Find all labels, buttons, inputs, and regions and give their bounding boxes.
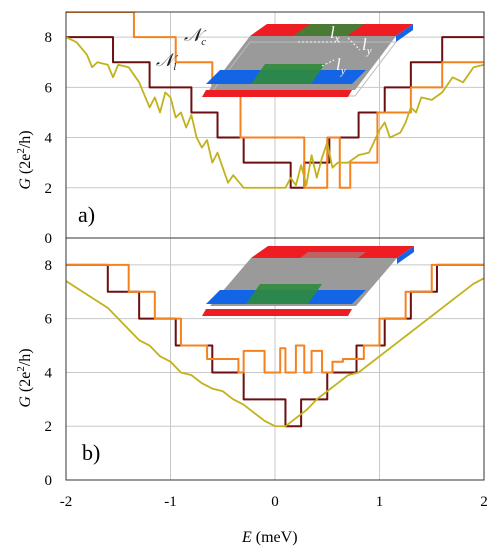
ytick-a-4: 8 xyxy=(45,30,53,46)
panel-a-yticks: 0 2 4 6 8 xyxy=(45,30,53,247)
series-b-yellow xyxy=(66,277,484,428)
xtick-1: -1 xyxy=(164,494,177,510)
nc-annotation: 𝒩c xyxy=(184,25,207,48)
inset-a-blue-edge-top xyxy=(396,24,413,42)
x-axis-ticks: -2 -1 0 1 2 xyxy=(60,494,488,510)
panel-b-label: b) xyxy=(82,440,100,465)
inset-a-ly-arrow-1 xyxy=(347,37,361,51)
xtick-0: -2 xyxy=(60,494,73,510)
ytick-a-0: 0 xyxy=(45,231,53,247)
inset-b-red-edge-bottom xyxy=(202,309,352,316)
ytick-b-1: 2 xyxy=(45,419,53,435)
ytick-a-2: 4 xyxy=(45,131,53,147)
svg-text:G (2e2/h): G (2e2/h) xyxy=(15,348,34,407)
inset-a-green-top xyxy=(293,24,364,36)
ytick-a-3: 6 xyxy=(45,80,53,96)
device-inset-b xyxy=(202,246,414,316)
xtick-3: 1 xyxy=(376,494,384,510)
inset-b-blue-edge-top xyxy=(397,246,414,264)
series-a-orange xyxy=(66,12,484,189)
ytick-b-4: 8 xyxy=(45,258,53,274)
panel-a-series xyxy=(66,12,484,189)
panel-b-series xyxy=(66,263,484,428)
y-axis-label-b: G (2e2/h) xyxy=(15,348,34,407)
inset-b-green-bottom xyxy=(246,284,322,304)
ytick-b-2: 4 xyxy=(45,365,53,381)
inset-a-lx-label: lx xyxy=(330,23,340,45)
ytick-b-0: 0 xyxy=(45,473,53,489)
inset-a-red-edge-bottom xyxy=(202,90,352,97)
xtick-2: 0 xyxy=(271,494,279,510)
panel-a-label: a) xyxy=(78,202,95,227)
ytick-a-1: 2 xyxy=(45,181,53,197)
inset-a-ly-label-1: ly xyxy=(362,35,372,57)
series-a-yellow xyxy=(66,36,484,189)
ytick-b-3: 6 xyxy=(45,312,53,328)
device-inset-a: lx ly ly xyxy=(202,23,413,97)
inset-a-ly-label-2: ly xyxy=(336,55,346,77)
x-axis-label: E (meV) xyxy=(241,529,298,546)
panel-b-frame xyxy=(65,237,485,481)
xtick-4: 2 xyxy=(480,494,488,510)
series-b-orange xyxy=(66,263,484,374)
series-a-dark xyxy=(66,36,484,189)
panel-b-yticks: 0 2 4 6 8 xyxy=(45,258,53,489)
y-axis-label-a: G (2e2/h) xyxy=(15,130,34,189)
svg-text:G (2e2/h): G (2e2/h) xyxy=(15,130,34,189)
inset-a-green-bottom xyxy=(251,64,325,84)
panel-b: 0 2 4 6 8 b) xyxy=(45,237,485,489)
